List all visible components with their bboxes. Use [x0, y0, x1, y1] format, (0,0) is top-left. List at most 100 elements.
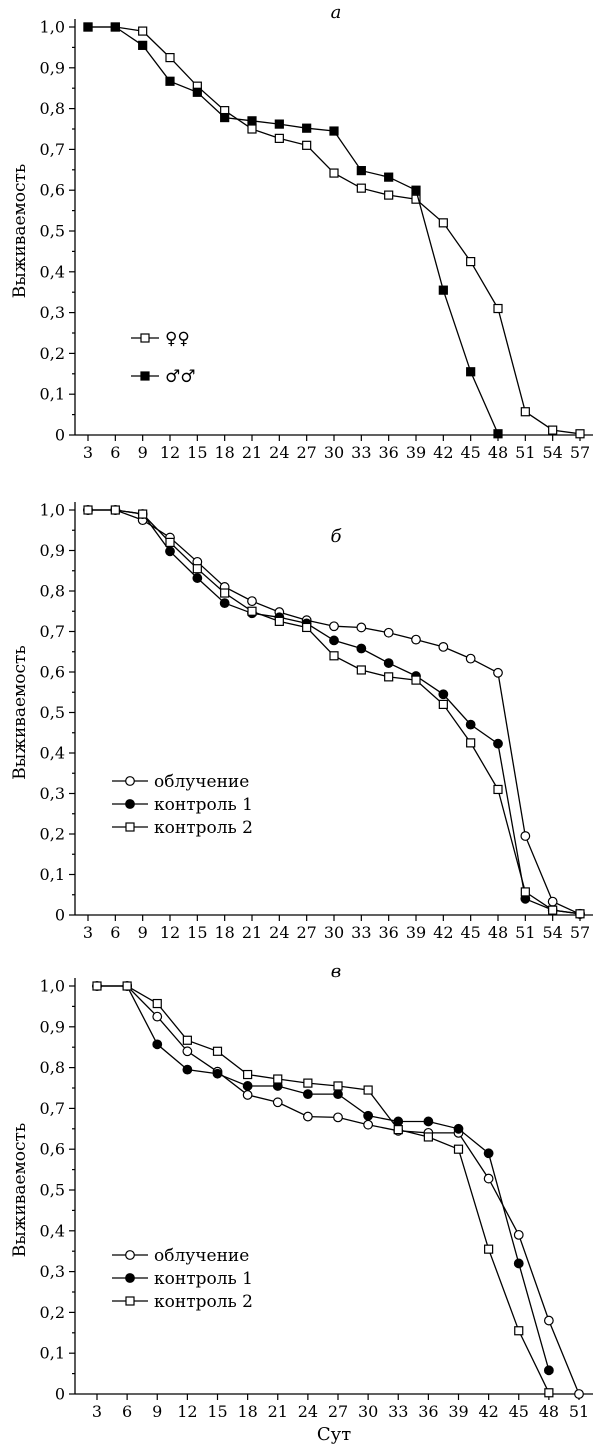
panel-2-series-0-point-9	[363, 1119, 374, 1130]
panel-1-x-tick-label-18: 57	[570, 923, 590, 942]
panel-2-y-tick-label-7: 0,7	[40, 1099, 65, 1118]
panel-2-x-tick-label-13: 42	[478, 1402, 498, 1421]
panel-0-series-0-point-10	[356, 183, 366, 193]
panel-0-series-0-point-legend	[140, 333, 150, 343]
panel-0-x-tick-label-10: 33	[351, 443, 371, 462]
panel-1-x-tick-label-7: 24	[269, 923, 289, 942]
panel-1-x-tick-label-4: 15	[187, 923, 207, 942]
panel-1-x-tick-label-1: 6	[110, 923, 120, 942]
panel-2-series-1-point-9	[363, 1110, 374, 1121]
panel-0-y-tick-label-5: 0,5	[40, 222, 65, 241]
panel-1-series-1-point-13	[438, 689, 449, 700]
panel-2-y-tick-label-3: 0,3	[40, 1262, 65, 1281]
panel-2-y-tick-label-4: 0,4	[40, 1221, 65, 1240]
panel-2-series-0-point-13	[483, 1173, 494, 1184]
panel-0-x-tick-label-12: 39	[406, 443, 426, 462]
panel-1-y-tick-label-4: 0,4	[40, 744, 65, 763]
panel-0-series-1-point-12	[411, 185, 421, 195]
panel-1-y-tick-label-5: 0,5	[40, 703, 65, 722]
panel-0-series-0-point-9	[329, 168, 339, 178]
panel-1-x-tick-label-15: 48	[488, 923, 508, 942]
panel-0-y-tick-label-10: 1,0	[40, 18, 65, 37]
panel-2-series-2-point-1	[122, 981, 132, 991]
panel-2-series-2-point-7	[303, 1078, 313, 1088]
panel-2-series-2-point-13	[484, 1244, 494, 1254]
panel-2-x-tick-label-11: 36	[418, 1402, 438, 1421]
panel-2-series-0-point-16	[574, 1389, 584, 1399]
panel-1-series-0-point-14	[465, 653, 476, 664]
panel-0-series-0-point-11	[384, 190, 394, 200]
panel-1-y-tick-label-10: 1,0	[40, 501, 65, 520]
panel-2-y-tick-label-1: 0,1	[40, 1344, 65, 1363]
panel-1-y-tick-label-9: 0,9	[40, 541, 65, 560]
panel-1-series-2-point-17	[548, 905, 558, 915]
panel-1-series-0-point-legend	[125, 776, 135, 786]
panel-2-series-2-point-8	[333, 1081, 343, 1091]
panel-2-series-0-point-6	[272, 1097, 283, 1108]
panel-1-series-1-point-legend	[125, 799, 135, 809]
panel-2-series-1-point-8	[333, 1089, 343, 1100]
panel-1-x-tick-label-14: 45	[460, 923, 480, 942]
panel-0-y-tick-label-6: 0,6	[40, 181, 65, 200]
panel-1-series-2-point-9	[329, 651, 339, 661]
panel-0-series-0-point-16	[520, 407, 530, 417]
panel-2-series-2-point-4	[212, 1046, 223, 1056]
panel-2-x-tick-label-15: 48	[539, 1402, 559, 1421]
panel-1-series-1-point-3	[165, 546, 175, 557]
panel-1-series-2-point-14	[466, 738, 476, 748]
panel-1-series-2-point-11	[384, 672, 394, 682]
panel-0-series-1-point-15	[493, 429, 503, 439]
panel-1-legend-label-1: контроль 1	[154, 795, 253, 815]
panel-2-y-tick-label-0: 0	[55, 1385, 65, 1404]
panel-1-series-0-point-16	[520, 831, 531, 841]
panel-2-y-tick-label-2: 0,2	[40, 1303, 65, 1322]
panel-1-series-2-point-7	[274, 616, 284, 626]
panel-0-series-0-point-2	[138, 26, 148, 36]
panel-1-series-2-point-13	[438, 699, 448, 710]
panel-2-y-tick-label-6: 0,6	[40, 1140, 65, 1159]
panel-1-x-tick-label-9: 30	[324, 923, 344, 942]
panel-1-series-2-point-18	[575, 909, 585, 919]
panel-2-legend-label-2: контроль 2	[154, 1292, 253, 1312]
panel-1-series-2-point-8	[302, 622, 312, 633]
panel-1-series-0-line	[88, 509, 581, 915]
panel-1-x-tick-label-16: 51	[515, 923, 535, 942]
panel-2-series-2-line	[97, 985, 550, 1394]
panel-1-x-tick-label-8: 27	[296, 923, 316, 942]
panel-0-x-tick-label-14: 45	[460, 443, 480, 462]
panel-0-x-tick-label-8: 27	[296, 443, 316, 462]
panel-0-series-0-point-3	[165, 52, 175, 63]
panel-1-series-1-point-9	[329, 635, 339, 646]
panel-0-series-1-point-11	[384, 172, 394, 182]
panel-2-x-tick-label-14: 45	[509, 1402, 529, 1421]
panel-2-series-1-point-4	[212, 1068, 223, 1079]
panel-0-x-tick-label-13: 42	[433, 443, 453, 462]
panel-2-x-tick-label-9: 30	[358, 1402, 378, 1421]
panel-1-series-1-point-10	[356, 643, 367, 654]
panel-1-x-tick-label-3: 12	[160, 923, 180, 942]
panel-2-series-2-point-15	[544, 1388, 554, 1398]
panel-0-series-0-point-7	[274, 133, 284, 143]
panel-1-x-tick-label-5: 18	[214, 923, 234, 942]
panel-0-series-1-point-10	[356, 166, 366, 176]
panel-0-series-1-point-3	[165, 76, 175, 86]
panel-0-series-1-point-5	[220, 112, 230, 123]
panel-1-x-tick-label-6: 21	[242, 923, 262, 942]
panel-1-series-0-point-6	[247, 596, 257, 607]
panel-1-series-2-point-1	[110, 505, 120, 515]
panel-0-x-tick-label-11: 36	[378, 443, 398, 462]
panel-2-series-2-point-6	[273, 1074, 283, 1084]
panel-2-series-1-point-5	[242, 1081, 253, 1091]
panel-1-series-0-point-13	[438, 641, 449, 652]
panel-2-legend-label-0: облучение	[154, 1246, 249, 1266]
panel-1-series-1-point-4	[192, 573, 203, 583]
panel-0-x-tick-label-16: 51	[515, 443, 535, 462]
panel-1-y-tick-label-0: 0	[55, 906, 65, 925]
panel-2-y-tick-label-5: 0,5	[40, 1181, 65, 1200]
panel-2-series-2-point-legend	[125, 1296, 135, 1306]
panel-0-x-tick-label-9: 30	[324, 443, 344, 462]
panel-0-x-tick-label-4: 15	[187, 443, 207, 462]
panel-2-series-2-point-10	[393, 1125, 403, 1135]
panel-2-series-2-point-14	[514, 1326, 524, 1336]
panel-0-y-tick-label-7: 0,7	[40, 140, 65, 159]
